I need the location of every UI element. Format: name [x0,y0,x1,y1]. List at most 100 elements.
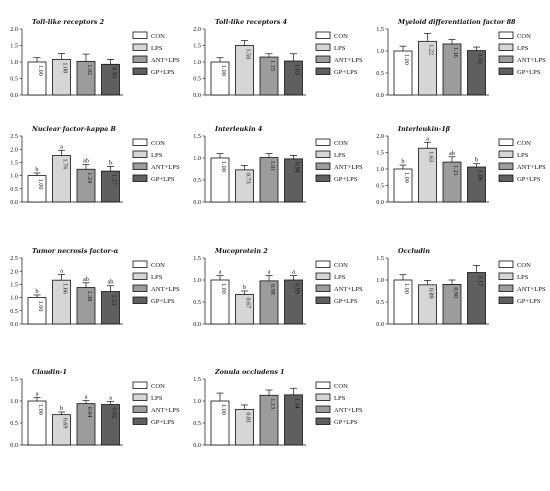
legend-swatch [498,67,514,75]
significance-letter: ab [107,279,113,286]
legend-swatch [315,55,331,63]
legend-swatch [132,296,148,304]
value-label: 1.21 [452,165,459,176]
chart-panel: Toll-like receptors 4 0.0 0.5 1.0 1.5 2.0 1.00… [193,18,363,99]
y-tick-label: 0.5 [376,70,384,77]
chart-panel: Toll-like receptors 2 0.0 0.5 1.0 1.5 2.0 1.00… [10,18,180,99]
y-tick-label: 0.5 [10,420,18,427]
y-tick-label: 1.5 [193,133,201,140]
y-tick-label: 2.5 [10,133,18,140]
legend-swatch [315,31,331,39]
legend-swatch [132,55,148,63]
legend-swatch [315,162,331,170]
legend-swatch [132,405,148,413]
legend-label: LPS [151,274,163,281]
significance-letter: a [36,390,39,397]
chart-title: Tumor necrosis factor-α [32,247,119,255]
significance-letter: ab [449,150,455,157]
chart-panel: Myeloid differentiation factor 88 0.0 0.5 1… [376,18,546,99]
chart-title: Zonula occludens 1 [214,368,285,376]
chart-panel: Occludin 0.0 0.5 1.0 1.5 1.00 0.89 0.90 1.17 CON L… [376,247,546,328]
value-label: 1.00 [37,404,44,415]
value-label: 0.99 [294,283,301,294]
y-tick-label: 0.0 [376,199,384,206]
value-label: 1.02 [86,64,93,75]
y-tick-label: 0.5 [376,183,384,190]
legend-label: ANT+LPS [151,407,180,414]
legend-label: LPS [334,274,346,281]
value-label: 0.93 [111,67,118,78]
legend-swatch [498,284,514,292]
value-label: 1.00 [220,283,227,294]
value-label: 1.66 [62,283,69,294]
chart-title: Myeloid differentiation factor 88 [397,18,516,26]
y-tick-label: 1.0 [193,398,201,405]
value-label: 1.08 [62,62,69,73]
legend-swatch [315,296,331,304]
value-label: 0.81 [245,412,252,423]
significance-letter: a [60,267,63,274]
value-label: 0.67 [245,298,252,309]
legend-swatch [315,405,331,413]
legend-swatch [315,381,331,389]
value-label: 1.17 [111,174,118,185]
chart-panel: Nuclear factor-kappa B 0.0 0.5 1.0 1.5 2.0 2.5… [10,125,180,206]
y-tick-label: 0.0 [10,199,18,206]
value-label: 1.03 [294,64,301,75]
significance-letter: a [85,394,88,401]
legend-label: GP+LPS [334,298,358,305]
y-tick-label: 0.5 [10,308,18,315]
legend-label: CON [151,33,165,40]
legend-label: GP+LPS [334,419,358,426]
significance-letter: b [401,158,404,165]
legend-label: LPS [517,45,529,52]
value-label: 1.22 [428,44,435,55]
y-tick-label: 0.0 [193,199,201,206]
value-label: 1.01 [477,54,484,65]
y-tick-label: 2.0 [376,133,384,140]
y-tick-label: 1.5 [376,150,384,157]
legend-label: CON [151,383,165,390]
legend-swatch [498,43,514,51]
legend-label: ANT+LPS [151,164,180,171]
y-tick-label: 0.0 [193,321,201,328]
value-label: 0.90 [452,287,459,298]
y-tick-label: 0.0 [10,442,18,449]
y-tick-label: 0.0 [376,321,384,328]
value-label: 0.73 [245,173,252,184]
y-tick-label: 1.5 [193,376,201,383]
y-tick-label: 2.0 [10,26,18,33]
chart-panel: Claudin-1 0.0 0.5 1.0 1.5 1.00 a 0.69 b 0.94 a 0.92… [10,368,180,449]
y-tick-label: 1.5 [376,26,384,33]
significance-letter: a [60,143,63,150]
legend-label: GP+LPS [151,298,175,305]
legend-label: LPS [151,395,163,402]
legend-swatch [498,260,514,268]
legend-swatch [132,284,148,292]
significance-letter: b [35,166,38,173]
chart-title: Claudin-1 [32,368,67,376]
legend-swatch [132,272,148,280]
legend-swatch [132,417,148,425]
legend-label: GP+LPS [334,176,358,183]
value-label: 1.00 [220,404,227,415]
y-tick-label: 1.0 [376,277,384,284]
legend-swatch [315,43,331,51]
significance-letter: a [292,269,295,276]
legend-label: ANT+LPS [334,57,363,64]
value-label: 1.00 [37,179,44,190]
legend-label: ANT+LPS [334,407,363,414]
legend-label: LPS [517,274,529,281]
legend-swatch [498,296,514,304]
y-tick-label: 0.0 [10,321,18,328]
legend-label: CON [517,262,531,269]
chart-title: Toll-like receptors 2 [32,18,105,26]
y-tick-label: 0.0 [193,442,201,449]
value-label: 1.15 [269,60,276,71]
value-label: 1.50 [245,49,252,60]
legend-swatch [498,150,514,158]
chart-title: Interleukin 4 [214,125,263,133]
legend-swatch [132,43,148,51]
value-label: 0.98 [294,162,301,173]
